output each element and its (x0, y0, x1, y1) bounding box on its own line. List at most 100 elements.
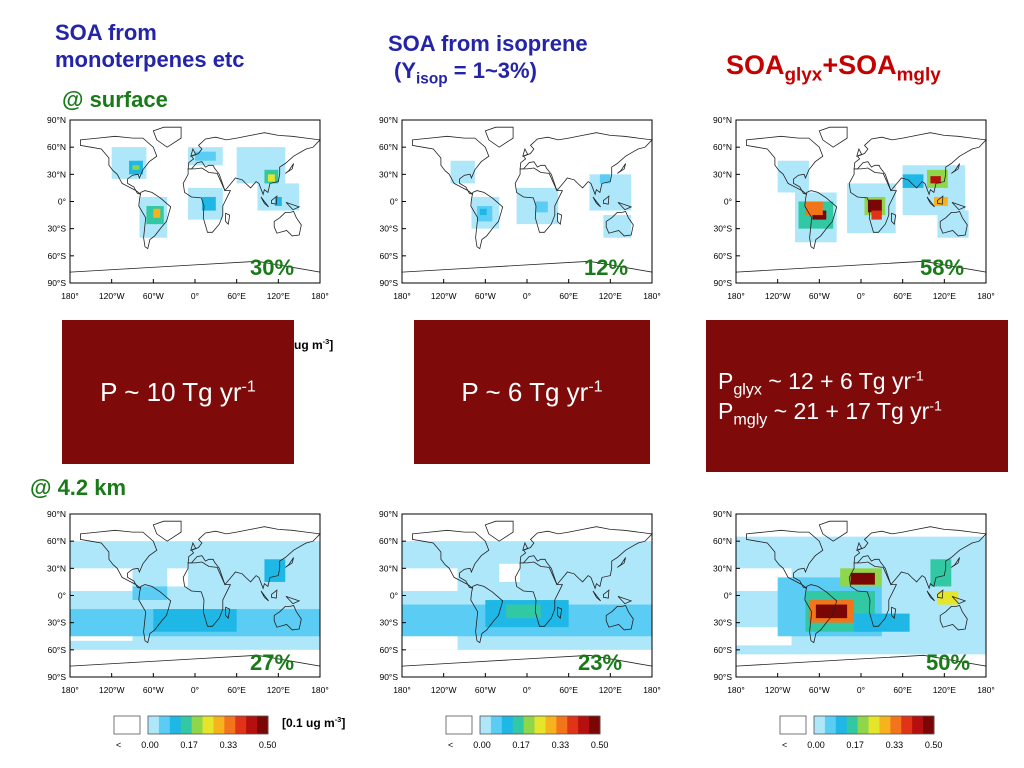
lat-tick-label: 30°N (47, 563, 66, 573)
colorbar: <0.00 0.17 0.33 0.50 (110, 712, 280, 761)
lon-tick-label: 0° (857, 291, 865, 301)
lon-tick-label: 60°W (143, 685, 164, 695)
lat-tick-label: 30°S (379, 224, 398, 234)
coastline (190, 541, 197, 551)
lat-tick-label: 0° (724, 591, 732, 601)
lat-tick-label: 60°S (713, 251, 732, 261)
concentration-cell (506, 604, 541, 619)
lat-tick-label: 90°S (713, 672, 732, 682)
coastline (260, 590, 269, 602)
colorbar-tick-label: 0.00 (473, 740, 491, 750)
lat-tick-label: 90°S (713, 278, 732, 288)
concentration-field (777, 160, 969, 243)
lon-tick-label: 180° (977, 291, 995, 301)
colorbar-tick-label: 0.00 (807, 740, 825, 750)
colorbar-swatch (158, 716, 171, 734)
lon-tick-label: 180° (393, 685, 411, 695)
colorbar-below-swatch (779, 715, 807, 735)
coastline (182, 167, 232, 233)
coastlines (735, 520, 987, 678)
coastline (514, 167, 564, 233)
lat-tick-label: 0° (58, 197, 66, 207)
colorbar-tick-label: 0.33 (220, 740, 238, 750)
lat-tick-label: 90°N (47, 509, 66, 519)
percentage-label: 23% (578, 650, 623, 675)
lat-tick-label: 30°S (47, 224, 66, 234)
concentration-cell (132, 165, 140, 170)
colorbar-swatch (578, 716, 590, 734)
coastline (519, 526, 653, 590)
concentration-cell (815, 604, 848, 619)
coastline (603, 195, 610, 205)
lon-tick-label: 120°E (933, 685, 957, 695)
coastline (891, 212, 897, 225)
colorbar-swatch (835, 716, 848, 734)
coastline (818, 126, 848, 148)
coastline (951, 202, 967, 211)
coastline (853, 132, 987, 196)
concentration-cell (850, 572, 875, 585)
lon-tick-label: 180° (61, 291, 79, 301)
lon-tick-label: 120°W (431, 685, 457, 695)
lat-tick-label: 90°N (379, 509, 398, 519)
concentration-field (111, 147, 300, 238)
lon-tick-label: 0° (857, 685, 865, 695)
concentration-cell (153, 609, 237, 632)
concentration-field (736, 536, 986, 655)
concentration-cell (257, 183, 300, 211)
colorbar-less-label: < (782, 740, 787, 750)
coastline (891, 606, 897, 619)
concentration-cell (933, 196, 948, 207)
concentration-cell (736, 627, 792, 646)
concentration-cell (902, 174, 924, 188)
lat-tick-label: 90°S (379, 672, 398, 682)
coastline (470, 584, 504, 644)
lat-tick-label: 90°N (713, 115, 732, 125)
coastline (522, 541, 529, 551)
lon-tick-label: 180° (393, 291, 411, 301)
lon-tick-label: 180° (643, 291, 661, 301)
lon-tick-label: 60°E (893, 291, 912, 301)
colorbar: <0.00 0.17 0.33 0.50 (442, 712, 612, 761)
colorbar-swatch (523, 716, 536, 734)
unit-note-upper: ug m-3] (294, 337, 334, 352)
colorbar-swatch (901, 716, 913, 734)
lat-tick-label: 30°S (379, 618, 398, 628)
lat-tick-label: 30°N (379, 169, 398, 179)
coastline (187, 526, 321, 590)
coastline (951, 163, 960, 174)
lat-tick-label: 30°S (713, 618, 732, 628)
colorbar-swatch (169, 716, 182, 734)
coastline (926, 590, 935, 602)
coastline (152, 520, 182, 542)
colorbar-tick-label: 0.17 (846, 740, 864, 750)
concentration-cell (195, 151, 216, 161)
colorbar-frame (479, 715, 601, 735)
coastline (617, 202, 633, 211)
colorbar-swatch (923, 716, 935, 734)
coastline (412, 529, 490, 589)
production-box-isoprene: P ~ 6 Tg yr-1 (414, 320, 650, 464)
colorbar-swatch (824, 716, 837, 734)
concentration-cell (201, 196, 216, 211)
colorbar-swatch (246, 716, 258, 734)
concentration-cell (167, 568, 189, 587)
concentration-cell (871, 210, 882, 220)
lat-tick-label: 60°S (47, 645, 66, 655)
coastline (273, 211, 302, 237)
lon-tick-label: 120°E (933, 291, 957, 301)
lon-tick-label: 120°E (267, 291, 291, 301)
world-map: 90°N 60°N 30°N 0° 30°S 60°S 90°S 180° 120°W 60°W 0… (47, 115, 329, 301)
lon-tick-label: 180° (727, 291, 745, 301)
concentration-cell (736, 568, 792, 591)
colorbar-swatch (480, 716, 492, 734)
lat-tick-label: 60°S (379, 645, 398, 655)
coastline (514, 561, 564, 627)
lon-tick-label: 120°E (267, 685, 291, 695)
row-label-altitude: @ 4.2 km (30, 475, 127, 500)
concentration-cell (603, 215, 632, 238)
coastline (225, 212, 231, 225)
lat-tick-label: 0° (390, 591, 398, 601)
lon-tick-label: 120°W (99, 685, 125, 695)
lon-tick-label: 180° (311, 685, 329, 695)
